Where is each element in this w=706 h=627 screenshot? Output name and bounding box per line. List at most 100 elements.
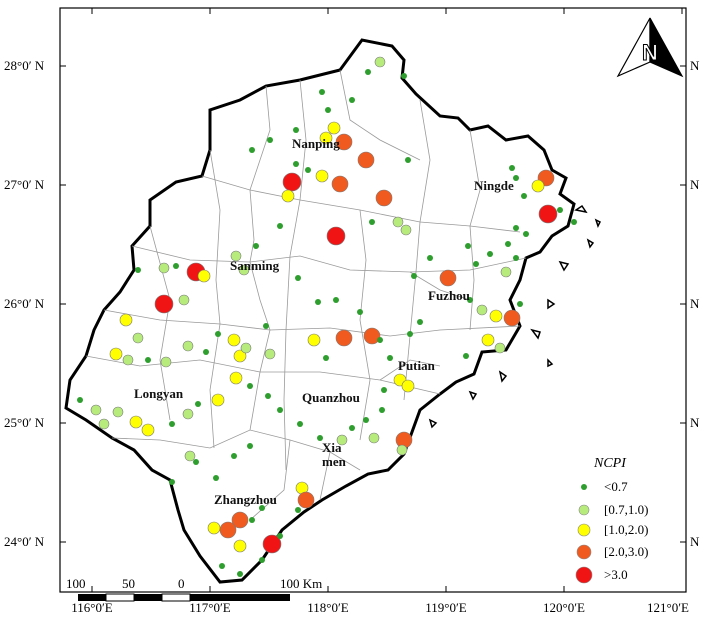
lat-label-27: 27°0′ N: [4, 177, 45, 192]
sample-point: [363, 327, 381, 345]
sample-point: [247, 443, 253, 449]
sample-point: [184, 450, 196, 462]
legend-swatch-3: [577, 523, 591, 537]
sample-point: [323, 355, 329, 361]
legend-label-3: [1.0,2.0): [604, 522, 648, 537]
sample-point: [169, 421, 175, 427]
sample-point: [203, 349, 209, 355]
sample-point: [465, 243, 471, 249]
sample-point: [305, 167, 311, 173]
sample-point: [319, 131, 333, 145]
city-xiamen-line2: men: [322, 454, 347, 469]
lat-label-right-26: N: [690, 296, 700, 311]
sample-point: [439, 269, 457, 287]
city-fuzhou: Fuzhou: [428, 288, 470, 303]
sample-point: [233, 539, 247, 553]
legend-title: NCPI: [593, 456, 627, 471]
sample-point: [467, 297, 473, 303]
lon-label-118: 118°0′E: [307, 600, 349, 615]
sample-point: [295, 275, 301, 281]
sample-point: [249, 147, 255, 153]
legend-label-4: [2.0,3.0): [604, 544, 648, 559]
sample-point: [282, 172, 302, 192]
sample-point: [417, 319, 423, 325]
sample-point: [387, 355, 393, 361]
legend-swatch-4: [576, 544, 592, 560]
city-zhangzhou: Zhangzhou: [214, 492, 277, 507]
legend-swatch-5: [575, 566, 593, 584]
legend: NCPI <0.7 [0.7,1.0) [1.0,2.0) [2.0,3.0) …: [575, 456, 648, 584]
sample-point: [505, 241, 511, 247]
sample-point: [363, 417, 369, 423]
sample-point: [349, 425, 355, 431]
sample-point: [521, 193, 527, 199]
sample-point: [173, 263, 179, 269]
sample-point: [249, 517, 255, 523]
city-putian: Putian: [398, 358, 436, 373]
sample-point: [231, 453, 237, 459]
sample-point: [481, 333, 495, 347]
sample-point: [381, 387, 387, 393]
sample-point: [319, 89, 325, 95]
sample-point: [494, 342, 506, 354]
sample-point: [193, 459, 199, 465]
sample-point: [557, 207, 563, 213]
sample-point: [238, 264, 250, 276]
sample-point: [267, 137, 273, 143]
sample-point: [427, 255, 433, 261]
sample-point: [297, 491, 315, 509]
sample-point: [259, 557, 265, 563]
sample-point: [231, 511, 249, 529]
sample-point: [77, 397, 83, 403]
sample-point: [513, 255, 519, 261]
sample-point: [487, 251, 493, 257]
lat-label-right-28: N: [690, 58, 700, 73]
lat-label-right-27: N: [690, 177, 700, 192]
sample-point: [281, 189, 295, 203]
sample-point: [476, 304, 488, 316]
sample-point: [523, 231, 529, 237]
city-nanping: Nanping: [292, 136, 340, 151]
sample-point: [571, 219, 577, 225]
sample-point: [227, 333, 241, 347]
city-longyan: Longyan: [134, 386, 184, 401]
lon-label-117: 117°0′E: [189, 600, 231, 615]
sample-point: [122, 354, 134, 366]
sample-point: [407, 331, 413, 337]
legend-swatch-1: [581, 484, 587, 490]
longitude-labels: 116°0′E 117°0′E 118°0′E 119°0′E 120°0′E …: [71, 8, 689, 615]
sample-point: [253, 243, 259, 249]
city-xiamen-line1: Xia: [322, 440, 342, 455]
sample-point: [473, 261, 479, 267]
province-boundary: [64, 38, 576, 584]
scale-label-100km: 100 Km: [280, 576, 322, 591]
sample-point: [333, 297, 339, 303]
city-labels: Nanping Ningde Sanming Fuzhou Putian Lon…: [134, 136, 514, 507]
sample-point: [295, 507, 301, 513]
sample-point: [400, 224, 412, 236]
sample-point: [315, 299, 321, 305]
sample-point: [327, 121, 341, 135]
sample-point: [377, 337, 383, 343]
sample-point: [379, 407, 385, 413]
sample-point: [207, 521, 221, 535]
sample-point: [219, 521, 237, 539]
lat-label-right-25: N: [690, 415, 700, 430]
sample-point: [509, 165, 515, 171]
sample-point: [331, 175, 349, 193]
sample-point: [158, 262, 170, 274]
sample-point: [112, 406, 124, 418]
lat-label-24: 24°0′ N: [4, 534, 45, 549]
lon-label-119: 119°0′E: [425, 600, 467, 615]
scale-label-0: 0: [178, 576, 185, 591]
lat-label-28: 28°0′ N: [4, 58, 45, 73]
sample-point: [336, 434, 348, 446]
sample-point: [401, 73, 407, 79]
sample-point: [264, 348, 276, 360]
legend-swatch-2: [578, 504, 590, 516]
sample-point: [368, 432, 380, 444]
sample-point: [317, 435, 323, 441]
sample-points: [77, 56, 577, 577]
sample-point: [219, 563, 225, 569]
